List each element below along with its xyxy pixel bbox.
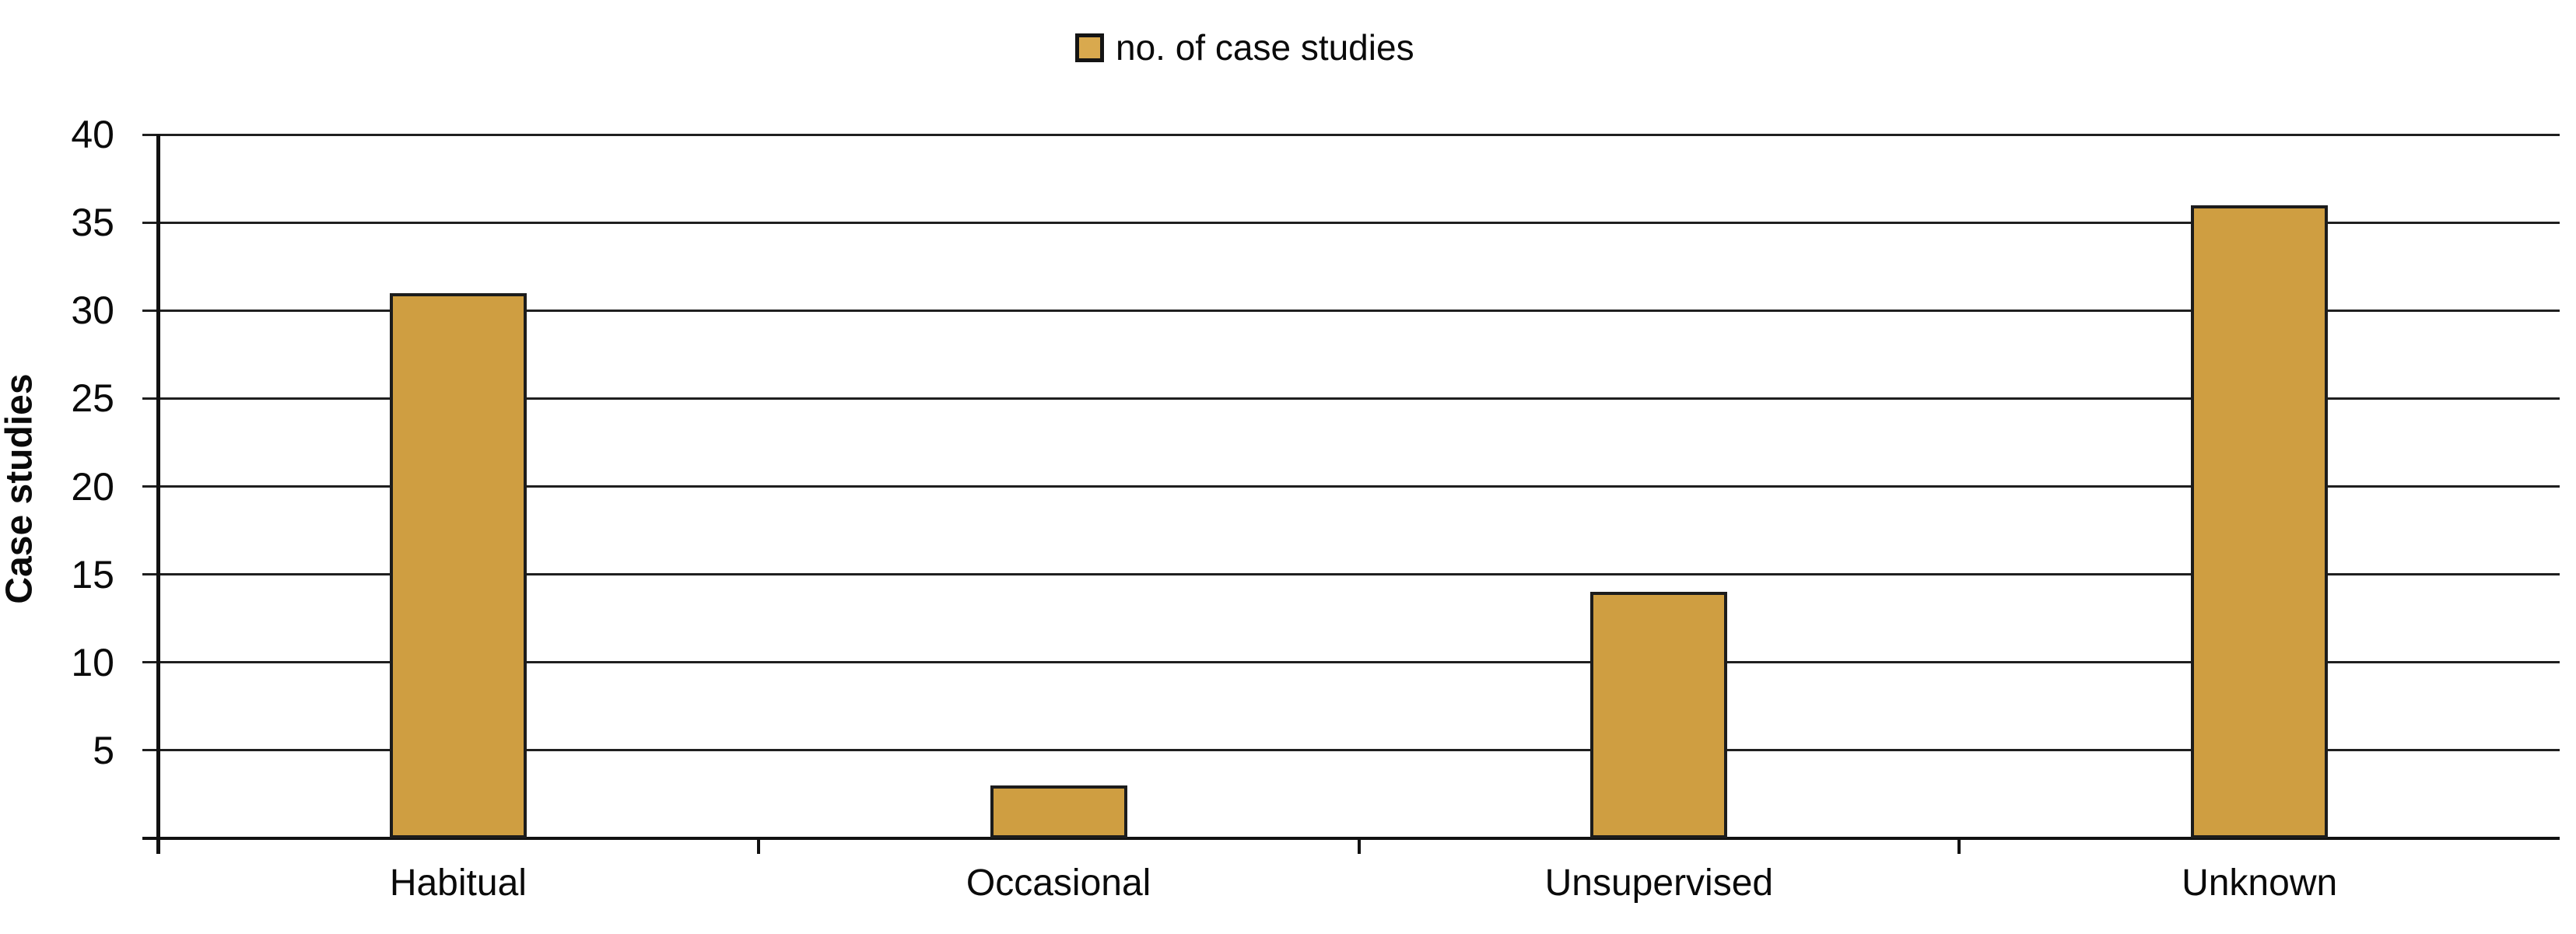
x-boundary-tick-1 [756, 838, 760, 854]
y-tick-label-30: 30 [71, 289, 114, 333]
y-tick-label-40: 40 [71, 113, 114, 156]
gridline-25 [158, 397, 2560, 400]
y-tick-10 [142, 661, 158, 664]
y-axis-line [156, 135, 160, 854]
x-category-label-occasional: Occasional [966, 862, 1151, 904]
x-category-label-unknown: Unknown [2182, 862, 2338, 904]
x-boundary-tick-3 [1957, 838, 1961, 854]
x-category-label-habitual: Habitual [389, 862, 527, 904]
bar-habitual [389, 292, 527, 838]
y-tick-25 [142, 397, 158, 400]
y-tick-label-10: 10 [71, 640, 114, 684]
y-tick-label-35: 35 [71, 201, 114, 245]
y-tick-label-5: 5 [93, 728, 114, 772]
gridline-5 [158, 749, 2560, 752]
y-tick-label-25: 25 [71, 376, 114, 421]
x-boundary-tick-0 [156, 838, 159, 854]
legend-swatch-icon [1075, 33, 1104, 62]
gridline-40 [158, 133, 2560, 136]
x-boundary-tick-2 [1357, 838, 1361, 854]
x-axis-line [142, 837, 2560, 840]
gridline-10 [158, 661, 2560, 664]
y-tick-label-15: 15 [71, 552, 114, 596]
y-tick-35 [142, 221, 158, 224]
y-tick-5 [142, 749, 158, 752]
bar-occasional [990, 785, 1127, 838]
x-category-label-unsupervised: Unsupervised [1544, 862, 1774, 904]
gridline-30 [158, 309, 2560, 312]
legend: no. of case studies [1075, 30, 1414, 65]
y-tick-30 [142, 309, 158, 312]
gridline-15 [158, 573, 2560, 576]
gridline-20 [158, 485, 2560, 488]
bar-unknown [2191, 205, 2329, 838]
y-tick-15 [142, 573, 158, 576]
y-tick-20 [142, 485, 158, 488]
y-tick-label-20: 20 [71, 464, 114, 509]
legend-label: no. of case studies [1116, 27, 1414, 68]
gridline-35 [158, 221, 2560, 224]
bar-unsupervised [1590, 592, 1728, 838]
y-tick-40 [142, 133, 158, 136]
